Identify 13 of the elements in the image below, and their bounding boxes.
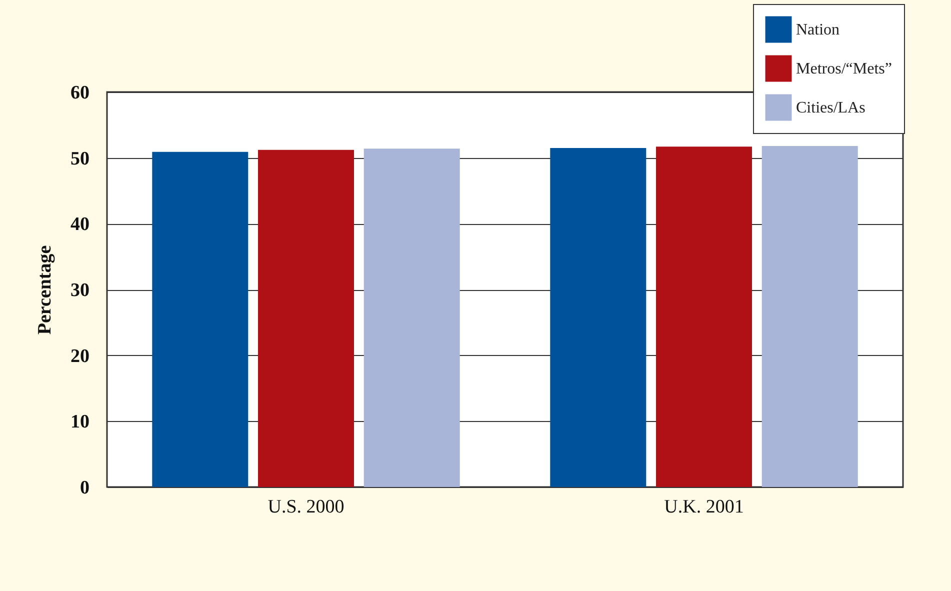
y-axis-title: Percentage (34, 245, 56, 335)
y-tick-label: 0 (80, 478, 90, 498)
y-tick-label: 50 (70, 148, 90, 170)
legend-label: Metros/“Mets” (796, 60, 892, 78)
y-tick-label: 10 (70, 412, 90, 433)
legend-label: Cities/LAs (796, 100, 866, 116)
y-tick-label: 40 (70, 214, 90, 236)
y-tick-label: 20 (70, 346, 90, 367)
legend-label: Nation (796, 22, 840, 38)
y-tick-label: 60 (70, 82, 90, 104)
y-tick-label: 30 (70, 280, 90, 301)
x-tick-label: U.K. 2001 (664, 496, 744, 518)
x-tick-label: U.S. 2000 (268, 496, 344, 518)
